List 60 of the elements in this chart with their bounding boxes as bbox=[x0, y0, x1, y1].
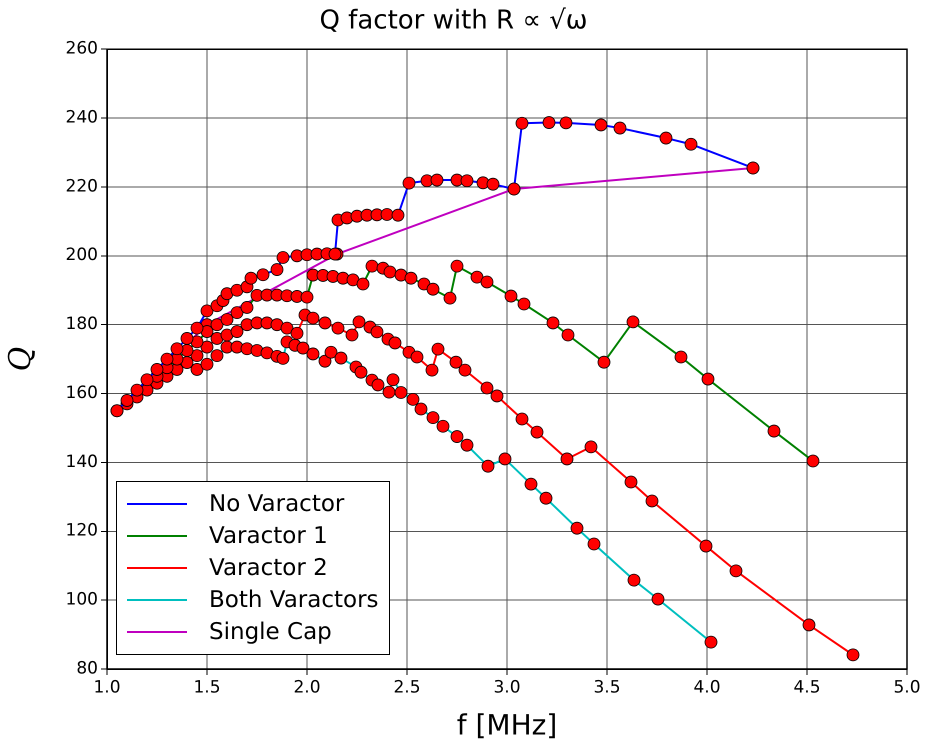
point bbox=[388, 336, 402, 350]
x-tick-label: 4.5 bbox=[793, 678, 821, 698]
point bbox=[346, 328, 358, 342]
point bbox=[730, 564, 742, 578]
point bbox=[332, 322, 344, 335]
point bbox=[624, 476, 638, 488]
point bbox=[190, 349, 204, 362]
y-tick-label: 100 bbox=[66, 590, 98, 610]
point bbox=[220, 328, 234, 342]
point bbox=[290, 326, 304, 340]
point bbox=[230, 325, 244, 338]
point bbox=[646, 494, 658, 508]
point bbox=[210, 332, 224, 345]
point bbox=[426, 364, 438, 377]
x-axis-title: f [MHz] bbox=[456, 708, 558, 742]
point bbox=[458, 364, 472, 377]
y-tick-label: 200 bbox=[66, 245, 98, 266]
x-tick-label: 4.0 bbox=[693, 678, 721, 698]
y-tick-label: 180 bbox=[66, 314, 98, 334]
y-tick-label: 160 bbox=[66, 382, 98, 403]
point bbox=[490, 390, 504, 402]
point bbox=[432, 342, 444, 356]
point bbox=[352, 316, 366, 328]
x-tick-label: 2.5 bbox=[393, 678, 421, 698]
x-tick-label: 3.0 bbox=[493, 678, 521, 698]
point bbox=[480, 382, 494, 394]
legend-label: Varactor 2 bbox=[209, 555, 328, 581]
y-tick-label: 120 bbox=[66, 520, 98, 541]
point bbox=[530, 426, 544, 438]
y-tick-label: 260 bbox=[66, 38, 98, 59]
point bbox=[516, 412, 528, 426]
point bbox=[306, 312, 320, 325]
legend-label: Varactor 1 bbox=[209, 523, 328, 549]
y-tick-label: 80 bbox=[76, 658, 98, 678]
chart-title: Q factor with R ∝ √ω bbox=[319, 5, 588, 36]
legend-label: Single Cap bbox=[209, 619, 332, 645]
y-axis-title: Q bbox=[2, 346, 38, 372]
point bbox=[802, 618, 816, 632]
legend-label: No Varactor bbox=[209, 491, 344, 517]
legend-label: Both Varactors bbox=[209, 587, 379, 613]
point bbox=[700, 540, 712, 552]
y-tick-label: 240 bbox=[66, 107, 98, 128]
point bbox=[584, 440, 598, 454]
point bbox=[560, 452, 574, 466]
x-tick-label: 2.0 bbox=[293, 678, 321, 698]
x-tick-label: 1.5 bbox=[193, 678, 221, 698]
x-tick-label: 1.0 bbox=[93, 678, 121, 698]
x-tick-label: 5.0 bbox=[893, 678, 921, 698]
point bbox=[318, 316, 332, 330]
point bbox=[846, 648, 860, 662]
point bbox=[270, 318, 284, 332]
point bbox=[450, 356, 462, 369]
point bbox=[200, 340, 214, 354]
point bbox=[370, 325, 384, 338]
x-tick-label: 3.5 bbox=[593, 678, 621, 698]
y-tick-label: 140 bbox=[66, 452, 98, 472]
point bbox=[240, 318, 254, 332]
point bbox=[280, 322, 294, 335]
y-tick-label: 220 bbox=[66, 176, 98, 196]
point bbox=[410, 350, 424, 364]
